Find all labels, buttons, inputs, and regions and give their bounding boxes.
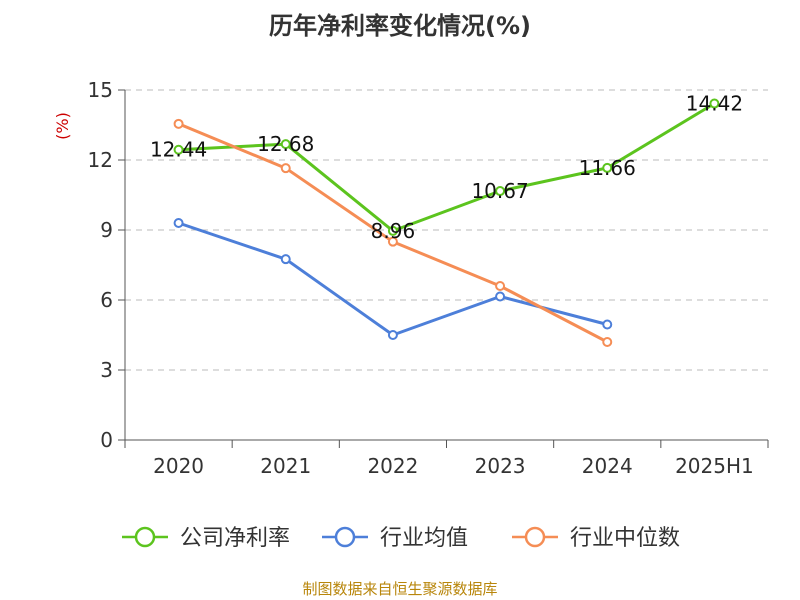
data-label-2023: 10.67 <box>471 179 528 203</box>
y-axis-unit-label: (%) <box>53 112 72 140</box>
series-2-point-2024 <box>602 337 613 347</box>
y-tick-label-9: 9 <box>100 218 113 242</box>
x-tick-label-2023: 2023 <box>475 454 526 478</box>
series-1-point-2020 <box>173 218 184 228</box>
data-label-2022: 8.96 <box>371 219 416 243</box>
data-label-2021: 12.68 <box>257 132 314 156</box>
series-0-point-2022 <box>387 225 398 236</box>
legend-marker-0 <box>134 526 156 548</box>
data-label-2025H1: 14.42 <box>686 92 743 116</box>
legend-marker-1 <box>334 526 356 548</box>
series-0-point-2020 <box>173 144 184 155</box>
series-lines <box>173 98 720 347</box>
legend-label-1: 行业均值 <box>380 526 468 551</box>
data-labels: 12.44 12.68 8.96 10.67 11.66 14.42 <box>150 92 743 243</box>
series-1-point-2022 <box>387 330 398 340</box>
y-tick-label-3: 3 <box>100 358 113 382</box>
data-label-2020: 12.44 <box>150 138 207 162</box>
y-tick-label-15: 15 <box>88 78 113 102</box>
series-2-point-2020 <box>173 118 184 129</box>
series-2-point-2022 <box>387 236 398 247</box>
x-tick-label-2021: 2021 <box>260 454 311 478</box>
x-tick-label-2022: 2022 <box>367 454 418 478</box>
series-1-point-2024 <box>602 319 613 330</box>
data-label-2024: 11.66 <box>579 156 636 180</box>
x-tick-label-2020: 2020 <box>153 454 204 478</box>
series-2-point-2021 <box>280 163 291 174</box>
series-0-point-2023 <box>495 186 506 197</box>
series-1-point-2021 <box>280 254 291 265</box>
y-tick-label-0: 0 <box>100 428 113 452</box>
gridlines <box>125 89 768 371</box>
data-source-note: 制图数据来自恒生聚源数据库 <box>302 580 497 598</box>
axes: 0 3 6 9 12 15 2020 2021 2022 2023 2024 2025H1 <box>88 78 769 478</box>
chart-title: 历年净利率变化情况(%) <box>269 12 531 40</box>
series-0-point-2024 <box>602 162 613 173</box>
legend-label-2: 行业中位数 <box>570 526 680 551</box>
series-2-point-2023 <box>495 281 506 291</box>
x-tick-label-2025H1: 2025H1 <box>675 454 754 478</box>
series-0-point-2021 <box>280 139 291 150</box>
series-0-point-2025H1 <box>709 98 720 109</box>
series-1-point-2023 <box>495 291 506 302</box>
legend: 公司净利率 行业均值 行业中位数 <box>122 526 680 551</box>
x-tick-label-2024: 2024 <box>582 454 633 478</box>
legend-label-0: 公司净利率 <box>180 526 290 551</box>
y-tick-label-6: 6 <box>100 288 113 312</box>
y-tick-label-12: 12 <box>88 148 113 172</box>
series-line-0 <box>178 102 716 233</box>
legend-marker-2 <box>524 526 546 548</box>
